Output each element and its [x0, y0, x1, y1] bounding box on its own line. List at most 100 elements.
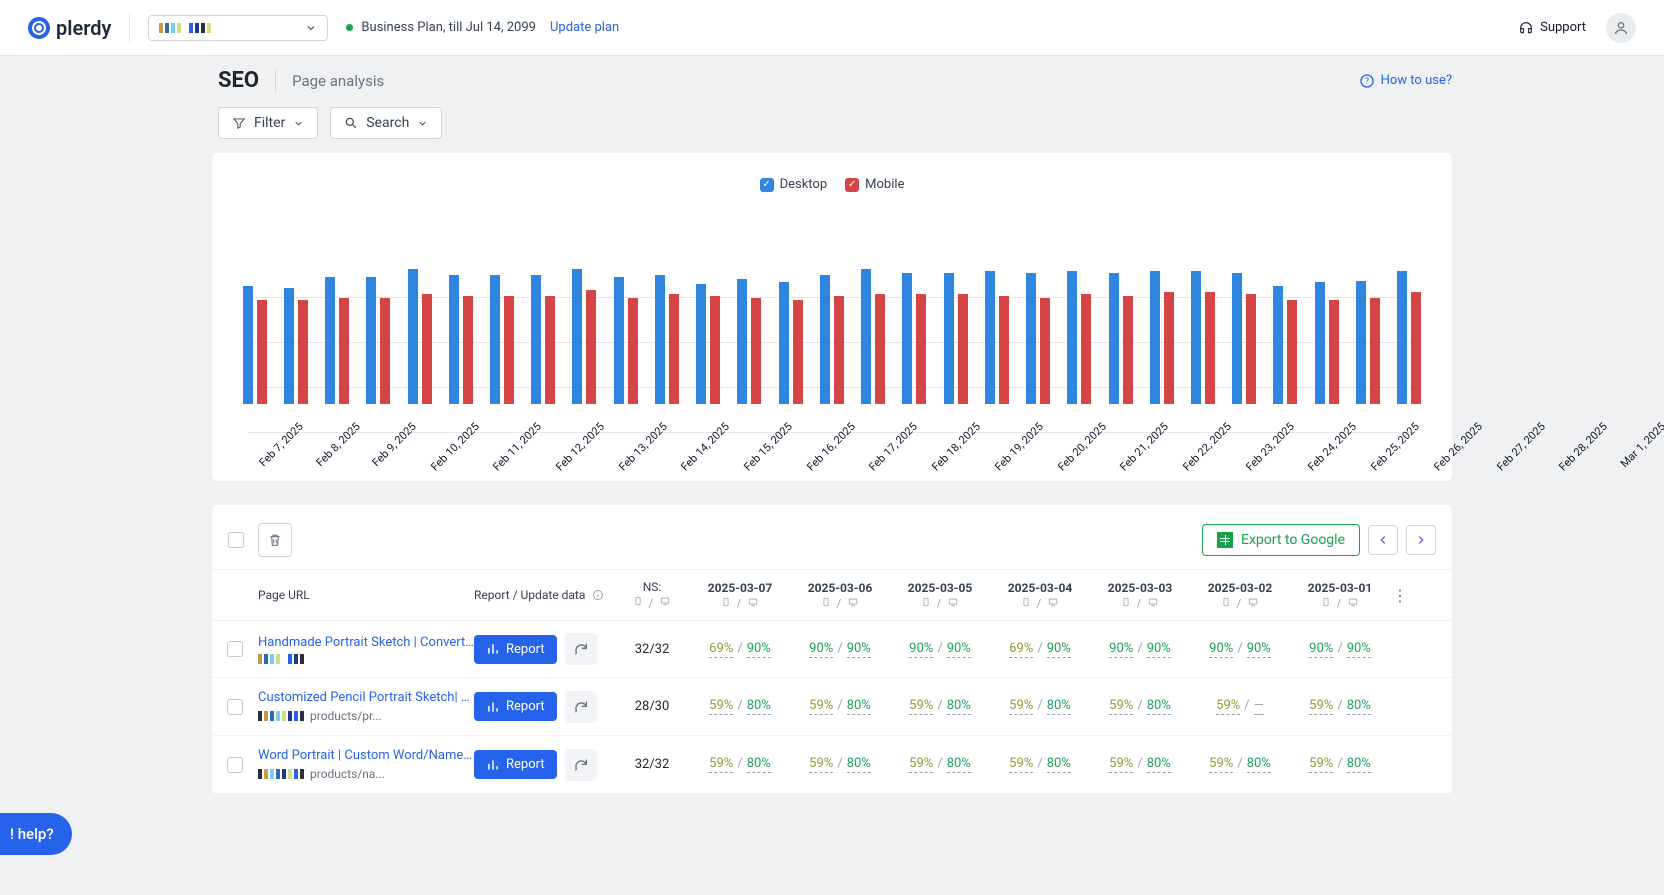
- topbar: plerdy Business Plan, till Jul 14, 2099 …: [0, 0, 1664, 56]
- chevron-down-icon: [293, 118, 304, 129]
- row-checkbox[interactable]: [227, 757, 243, 773]
- col-date: 2025-03-01 /: [1290, 581, 1390, 610]
- bar-desktop: [572, 269, 582, 404]
- bar-chart-icon: [486, 700, 500, 714]
- sheets-icon: [1217, 532, 1233, 548]
- brand-logo-mark: [28, 17, 50, 39]
- bar-group: [523, 275, 564, 404]
- bar-chart-icon: [486, 758, 500, 772]
- score-cell: 59%/80%: [1290, 756, 1390, 773]
- legend-item[interactable]: ✓Mobile: [845, 177, 904, 192]
- row-checkbox[interactable]: [227, 641, 243, 657]
- favicon: [258, 711, 304, 721]
- chart: Feb 7, 2025Feb 8, 2025Feb 9, 2025Feb 10,…: [230, 214, 1434, 473]
- bar-mobile: [1287, 300, 1297, 405]
- search-icon: [344, 116, 358, 130]
- bar-mobile: [1123, 296, 1133, 404]
- report-button[interactable]: Report: [474, 635, 557, 664]
- page-subtitle: Page analysis: [275, 70, 384, 92]
- bar-mobile: [916, 294, 926, 404]
- search-label: Search: [366, 115, 409, 131]
- bar-group: [1265, 286, 1306, 404]
- site-picker-preview: [159, 23, 211, 33]
- bar-desktop: [655, 275, 665, 404]
- export-button[interactable]: Export to Google: [1202, 524, 1360, 556]
- bar-desktop: [1109, 273, 1119, 404]
- bar-mobile: [1164, 292, 1174, 404]
- score-cell: 59%/80%: [990, 698, 1090, 715]
- x-label: Mar 1, 2025: [1618, 420, 1664, 470]
- support-label: Support: [1540, 20, 1586, 35]
- table-row: Handmade Portrait Sketch | Convert P... …: [212, 621, 1452, 678]
- bar-group: [316, 277, 357, 404]
- bar-group: [770, 282, 811, 404]
- bar-group: [1141, 271, 1182, 404]
- bar-group: [688, 284, 729, 404]
- col-date: 2025-03-05 /: [890, 581, 990, 610]
- select-all-checkbox[interactable]: [228, 532, 244, 548]
- support-link[interactable]: Support: [1518, 20, 1586, 36]
- chart-x-labels: Feb 7, 2025Feb 8, 2025Feb 9, 2025Feb 10,…: [234, 414, 1430, 427]
- refresh-button[interactable]: [565, 691, 597, 723]
- next-page-button[interactable]: [1406, 525, 1436, 555]
- col-page-url: Page URL: [258, 588, 474, 602]
- help-bubble[interactable]: ! help?: [0, 813, 72, 855]
- filter-button[interactable]: Filter: [218, 107, 318, 139]
- search-button[interactable]: Search: [330, 107, 442, 139]
- bar-mobile: [298, 300, 308, 405]
- score-cell: 90%/90%: [1190, 641, 1290, 658]
- row-title[interactable]: Customized Pencil Portrait Sketch| C...: [258, 690, 474, 705]
- toolbar: Filter Search: [212, 99, 1452, 153]
- bar-mobile: [1411, 292, 1421, 404]
- bar-desktop: [243, 286, 253, 404]
- update-plan-link[interactable]: Update plan: [550, 20, 619, 35]
- bar-mobile: [710, 296, 720, 404]
- desktop-icon: [747, 597, 759, 607]
- check-icon: ✓: [845, 178, 859, 192]
- row-title[interactable]: Word Portrait | Custom Word/Name P...: [258, 748, 474, 763]
- table-card: Export to Google Page URL Report / Updat…: [212, 505, 1452, 794]
- col-date: 2025-03-07 /: [690, 581, 790, 610]
- legend-item[interactable]: ✓Desktop: [760, 177, 828, 192]
- col-report: Report / Update data: [474, 588, 614, 602]
- bar-mobile: [257, 300, 267, 405]
- page-title: SEO: [218, 68, 259, 93]
- chevron-down-icon: [417, 118, 428, 129]
- report-button[interactable]: Report: [474, 692, 557, 721]
- score-cell: 90%/90%: [1090, 641, 1190, 658]
- score-cell: 59%/80%: [990, 756, 1090, 773]
- score-cell: 90%/90%: [790, 641, 890, 658]
- mobile-icon: [633, 596, 643, 606]
- x-label: Feb 28, 2025: [1557, 420, 1611, 474]
- delete-button[interactable]: [258, 523, 292, 557]
- bar-group: [894, 273, 935, 404]
- bar-mobile: [875, 294, 885, 404]
- bar-group: [1182, 271, 1223, 404]
- brand-logo[interactable]: plerdy: [28, 16, 111, 40]
- favicon: [258, 654, 304, 664]
- bar-desktop: [944, 273, 954, 404]
- bar-desktop: [1356, 281, 1366, 405]
- prev-page-button[interactable]: [1368, 525, 1398, 555]
- bar-group: [646, 275, 687, 404]
- refresh-icon: [573, 641, 589, 657]
- row-checkbox[interactable]: [227, 699, 243, 715]
- more-columns[interactable]: ⋮: [1390, 586, 1410, 605]
- score-cell: 59%/—: [1190, 698, 1290, 715]
- score-cell: 59%/80%: [1190, 756, 1290, 773]
- score-cell: 69%/90%: [690, 641, 790, 658]
- report-button[interactable]: Report: [474, 750, 557, 779]
- row-title[interactable]: Handmade Portrait Sketch | Convert P...: [258, 635, 474, 650]
- bar-mobile: [1329, 300, 1339, 405]
- howto-link[interactable]: ? How to use?: [1359, 73, 1452, 89]
- refresh-button[interactable]: [565, 633, 597, 665]
- refresh-button[interactable]: [565, 749, 597, 781]
- bar-group: [1100, 273, 1141, 404]
- x-label: Feb 27, 2025: [1494, 420, 1548, 474]
- mobile-icon: [1121, 597, 1131, 607]
- score-cell: 69%/90%: [990, 641, 1090, 658]
- bar-mobile: [339, 298, 349, 404]
- user-avatar[interactable]: [1606, 13, 1636, 43]
- site-picker[interactable]: [148, 15, 328, 41]
- favicon: [258, 769, 304, 779]
